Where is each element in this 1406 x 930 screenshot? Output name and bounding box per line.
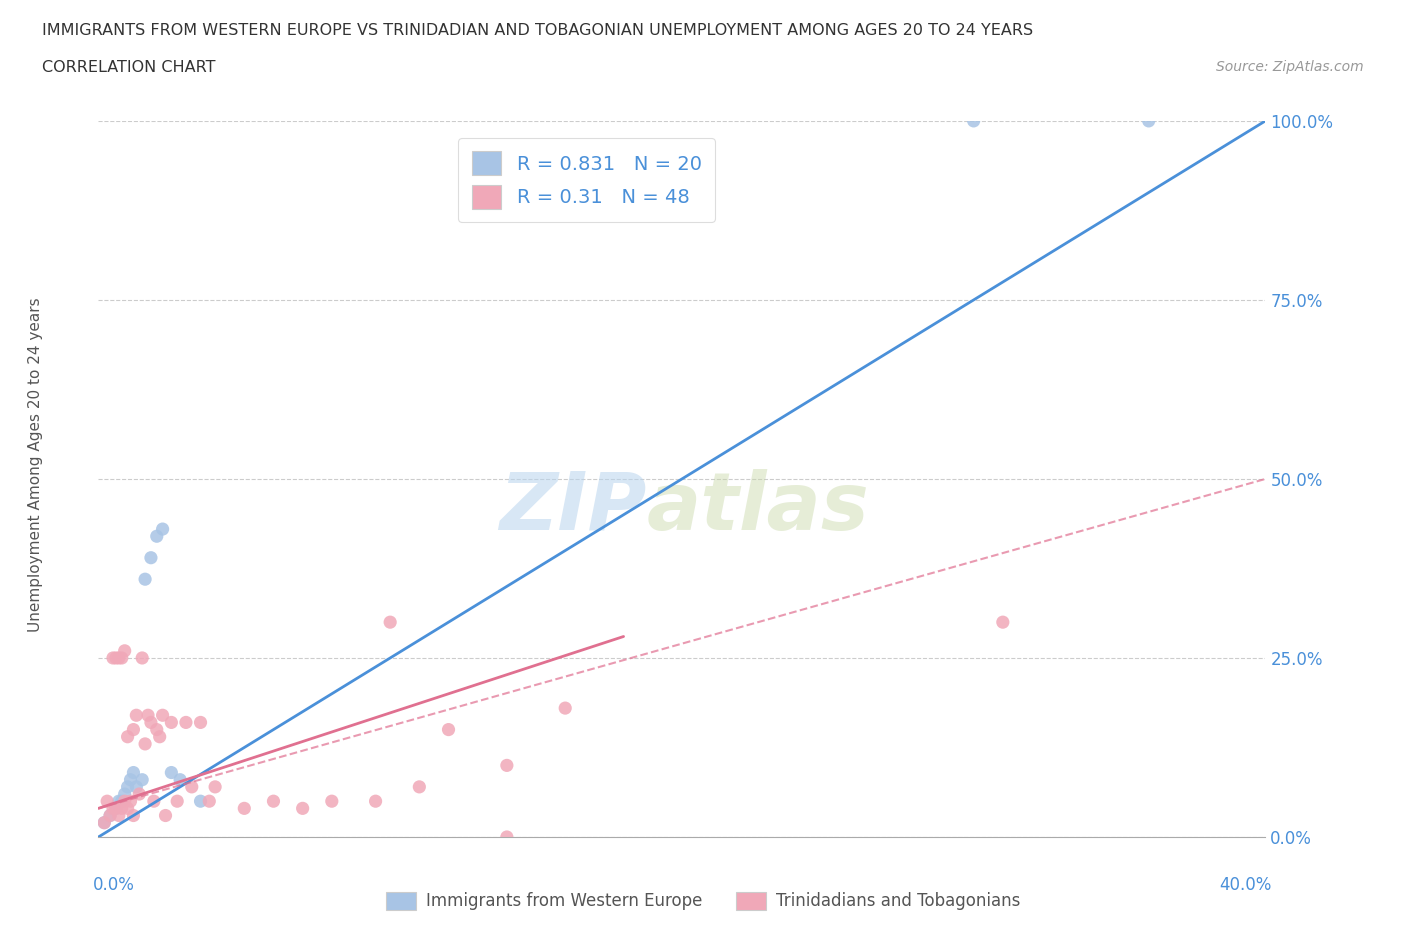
Point <box>146 722 169 737</box>
Point <box>139 715 162 730</box>
Point <box>136 708 159 723</box>
Point <box>262 794 284 809</box>
Point <box>1137 113 1160 128</box>
Point <box>152 522 174 537</box>
Point <box>117 779 139 794</box>
Point <box>104 801 127 816</box>
Point <box>111 651 134 666</box>
Point <box>125 779 148 794</box>
Point <box>111 794 134 809</box>
Point <box>108 794 131 809</box>
Point <box>98 808 121 823</box>
Point <box>120 794 142 809</box>
Text: Source: ZipAtlas.com: Source: ZipAtlas.com <box>1216 60 1364 74</box>
Point <box>180 779 202 794</box>
Point <box>134 572 156 587</box>
Point <box>160 765 183 780</box>
Text: Unemployment Among Ages 20 to 24 years: Unemployment Among Ages 20 to 24 years <box>28 298 42 632</box>
Text: atlas: atlas <box>647 469 870 547</box>
Point <box>98 808 121 823</box>
Point <box>233 801 256 816</box>
Text: IMMIGRANTS FROM WESTERN EUROPE VS TRINIDADIAN AND TOBAGONIAN UNEMPLOYMENT AMONG : IMMIGRANTS FROM WESTERN EUROPE VS TRINID… <box>42 23 1033 38</box>
Point <box>93 816 115 830</box>
Text: CORRELATION CHART: CORRELATION CHART <box>42 60 215 75</box>
Point <box>104 801 127 816</box>
Point <box>190 794 212 809</box>
Point <box>991 615 1014 630</box>
Point <box>108 808 131 823</box>
Point <box>114 787 136 802</box>
Point <box>496 758 519 773</box>
Point <box>291 801 314 816</box>
Point <box>139 551 162 565</box>
Point <box>380 615 402 630</box>
Point <box>108 651 131 666</box>
Point <box>198 794 221 809</box>
Point <box>166 794 188 809</box>
Point <box>122 722 145 737</box>
Point <box>160 715 183 730</box>
Point <box>152 708 174 723</box>
Point <box>554 700 576 715</box>
Point <box>128 787 150 802</box>
Point <box>962 113 984 128</box>
Point <box>204 779 226 794</box>
Point <box>408 779 430 794</box>
Point <box>117 729 139 744</box>
Point <box>169 772 191 787</box>
Legend: R = 0.831   N = 20, R = 0.31   N = 48: R = 0.831 N = 20, R = 0.31 N = 48 <box>458 138 716 222</box>
Point <box>122 765 145 780</box>
Point <box>125 708 148 723</box>
Point <box>149 729 172 744</box>
Point <box>321 794 343 809</box>
Point <box>174 715 197 730</box>
Point <box>104 651 127 666</box>
Point <box>142 794 165 809</box>
Point <box>364 794 387 809</box>
Point <box>96 794 118 809</box>
Point <box>101 801 124 816</box>
Point <box>114 794 136 809</box>
Point <box>146 529 169 544</box>
Point <box>120 772 142 787</box>
Point <box>155 808 177 823</box>
Point <box>131 651 153 666</box>
Point <box>114 644 136 658</box>
Legend: Immigrants from Western Europe, Trinidadians and Tobagonians: Immigrants from Western Europe, Trinidad… <box>380 885 1026 917</box>
Point <box>131 772 153 787</box>
Point <box>122 808 145 823</box>
Point <box>111 801 134 816</box>
Point <box>190 715 212 730</box>
Text: 40.0%: 40.0% <box>1219 876 1271 895</box>
Point <box>437 722 460 737</box>
Point <box>496 830 519 844</box>
Point <box>134 737 156 751</box>
Point <box>93 816 115 830</box>
Text: ZIP: ZIP <box>499 469 647 547</box>
Point <box>117 801 139 816</box>
Text: 0.0%: 0.0% <box>93 876 135 895</box>
Point <box>101 651 124 666</box>
